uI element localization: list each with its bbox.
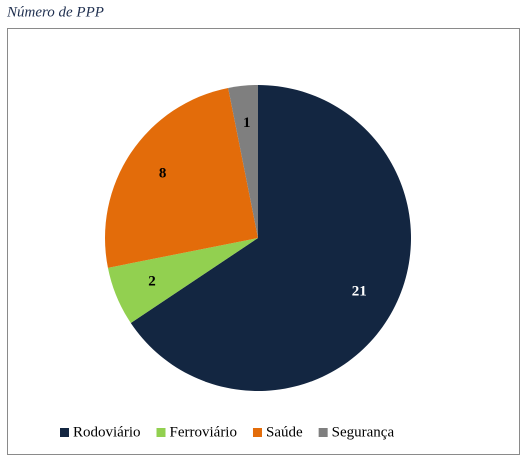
- data-label: 8: [159, 166, 167, 182]
- pie-slice: [107, 238, 258, 324]
- legend-swatch: [318, 428, 328, 437]
- data-label: 1: [243, 115, 251, 131]
- legend-label: Ferroviário: [170, 424, 237, 440]
- data-label: 2: [148, 273, 156, 289]
- data-label: 21: [352, 284, 367, 300]
- chart-title: Número de PPP: [6, 4, 104, 20]
- legend-label: Rodoviário: [73, 424, 141, 440]
- legend-label: Segurança: [332, 424, 395, 440]
- pie-slice: [130, 85, 411, 391]
- legend-swatch: [252, 428, 262, 437]
- legend-swatch: [60, 428, 69, 437]
- legend-label: Saúde: [266, 424, 303, 440]
- chart-frame: [7, 28, 520, 455]
- pie-slice: [228, 85, 258, 238]
- pie-slice: [105, 87, 259, 268]
- legend-swatch: [156, 428, 166, 437]
